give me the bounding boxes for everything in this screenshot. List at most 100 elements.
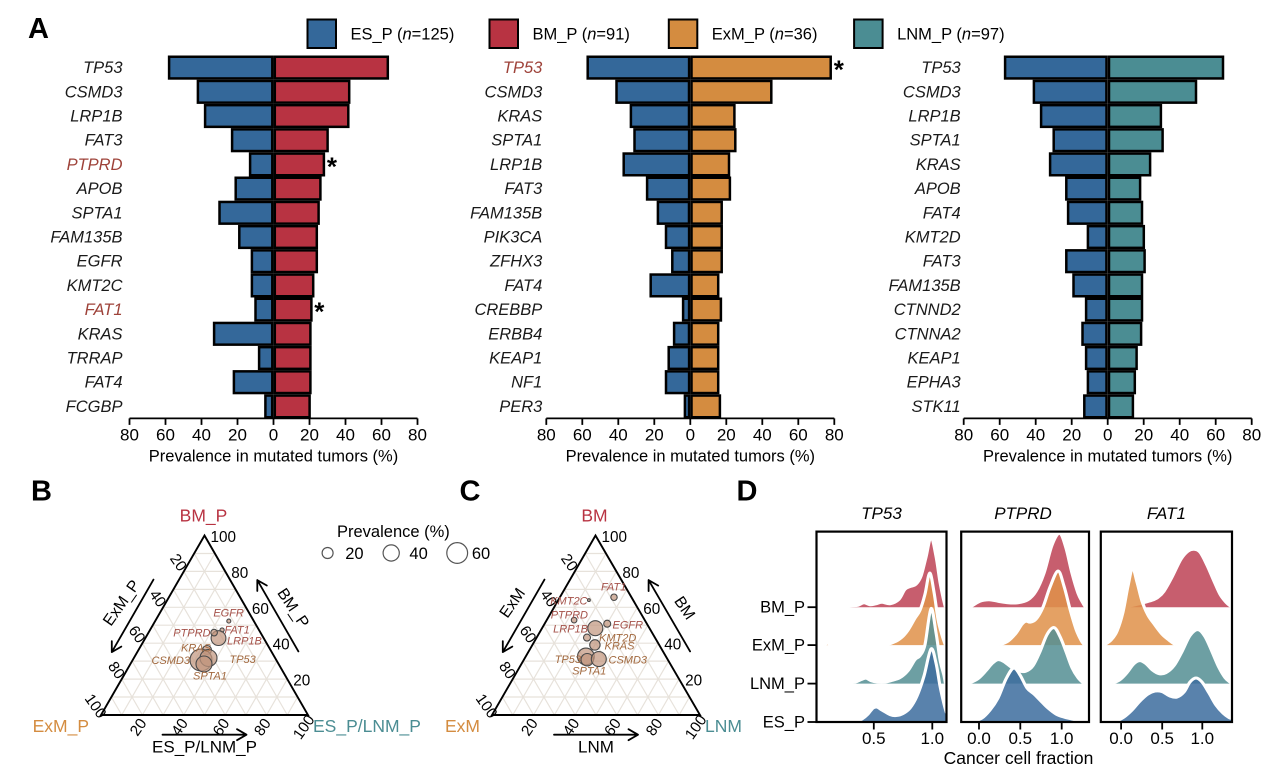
svg-text:80: 80 <box>495 659 519 683</box>
svg-text:20: 20 <box>645 425 664 444</box>
svg-text:60: 60 <box>210 716 234 740</box>
svg-text:FAT3: FAT3 <box>504 180 543 198</box>
svg-text:KRAS: KRAS <box>605 641 636 653</box>
svg-text:100: 100 <box>602 529 628 546</box>
svg-text:0: 0 <box>686 425 695 444</box>
svg-text:EGFR: EGFR <box>613 620 644 632</box>
svg-text:40: 40 <box>1026 425 1045 444</box>
svg-text:60: 60 <box>643 601 660 618</box>
svg-text:0: 0 <box>1103 425 1112 444</box>
svg-text:60: 60 <box>573 425 592 444</box>
svg-text:60: 60 <box>252 601 269 618</box>
svg-text:80: 80 <box>1242 425 1261 444</box>
svg-text:LRP1B: LRP1B <box>553 624 588 636</box>
svg-text:FCGBP: FCGBP <box>66 398 123 416</box>
svg-text:LRP1B: LRP1B <box>908 108 960 126</box>
svg-text:Cancer cell fraction: Cancer cell fraction <box>944 748 1094 768</box>
svg-text:20: 20 <box>717 425 736 444</box>
svg-text:CSMD3: CSMD3 <box>65 83 124 101</box>
svg-text:80: 80 <box>104 659 128 683</box>
svg-text:0.5: 0.5 <box>862 729 886 748</box>
svg-text:EPHA3: EPHA3 <box>907 374 962 392</box>
svg-text:D: D <box>737 476 758 508</box>
svg-text:20: 20 <box>166 551 190 575</box>
svg-text:0.0: 0.0 <box>1109 729 1133 748</box>
svg-text:Prevalence in mutated tumors (: Prevalence in mutated tumors (%) <box>566 447 815 465</box>
svg-text:BM_P: BM_P <box>760 599 805 617</box>
svg-text:PIK3CA: PIK3CA <box>484 229 543 247</box>
svg-text:1.0: 1.0 <box>1050 729 1074 748</box>
svg-text:NF1: NF1 <box>511 374 542 392</box>
svg-text:40: 40 <box>409 545 427 563</box>
svg-text:KMT2C: KMT2C <box>67 277 123 295</box>
svg-text:60: 60 <box>372 425 391 444</box>
svg-text:B: B <box>31 476 52 508</box>
svg-text:CSMD3: CSMD3 <box>609 655 648 667</box>
svg-text:60: 60 <box>516 623 540 647</box>
svg-text:40: 40 <box>609 425 628 444</box>
svg-text:TP53: TP53 <box>861 504 902 523</box>
svg-text:80: 80 <box>120 425 139 444</box>
svg-text:20: 20 <box>300 425 319 444</box>
svg-text:KRAS: KRAS <box>78 325 123 343</box>
svg-text:LNM: LNM <box>578 738 614 757</box>
svg-text:FAT3: FAT3 <box>923 253 962 271</box>
svg-text:20: 20 <box>293 673 310 690</box>
svg-text:*: * <box>327 151 338 181</box>
svg-text:60: 60 <box>472 545 490 563</box>
svg-text:20: 20 <box>685 673 702 690</box>
svg-text:KMT2C: KMT2C <box>550 596 587 608</box>
svg-text:FAT4: FAT4 <box>504 277 542 295</box>
svg-text:LRP1B: LRP1B <box>490 156 542 174</box>
svg-text:PTPRD: PTPRD <box>994 504 1052 523</box>
svg-text:40: 40 <box>273 637 290 654</box>
svg-text:KEAP1: KEAP1 <box>907 350 960 368</box>
svg-text:BM: BM <box>581 506 607 526</box>
svg-text:PTPRD: PTPRD <box>551 610 588 622</box>
svg-text:20: 20 <box>1134 425 1153 444</box>
svg-text:KMT2D: KMT2D <box>905 229 961 247</box>
svg-text:CSMD3: CSMD3 <box>903 83 962 101</box>
svg-text:BM_P: BM_P <box>180 506 228 527</box>
svg-text:60: 60 <box>125 623 149 647</box>
svg-text:LRP1B: LRP1B <box>70 108 122 126</box>
svg-text:20: 20 <box>557 551 581 575</box>
svg-text:FAT3: FAT3 <box>85 132 124 150</box>
svg-text:0.0: 0.0 <box>967 729 991 748</box>
svg-text:FAT1: FAT1 <box>601 582 626 594</box>
svg-text:40: 40 <box>560 716 584 740</box>
svg-text:KMT2D: KMT2D <box>599 633 636 645</box>
svg-text:TP53: TP53 <box>230 654 257 666</box>
svg-text:KEAP1: KEAP1 <box>489 350 542 368</box>
svg-text:80: 80 <box>643 716 667 740</box>
svg-text:40: 40 <box>664 637 681 654</box>
svg-text:APOB: APOB <box>914 180 961 198</box>
svg-text:1.0: 1.0 <box>920 729 944 748</box>
svg-text:*: * <box>314 297 325 327</box>
svg-text:KRAS: KRAS <box>497 108 542 126</box>
svg-text:FAT1: FAT1 <box>85 301 123 319</box>
svg-text:80: 80 <box>537 425 556 444</box>
svg-text:CREBBP: CREBBP <box>474 301 542 319</box>
svg-text:FAM135B: FAM135B <box>889 277 961 295</box>
svg-text:ExM_P: ExM_P <box>752 637 805 655</box>
svg-text:ES_P/LNM_P: ES_P/LNM_P <box>313 716 421 737</box>
svg-text:20: 20 <box>345 545 363 563</box>
svg-text:40: 40 <box>192 425 211 444</box>
svg-text:LNM_P (n=97): LNM_P (n=97) <box>897 26 1004 44</box>
svg-text:40: 40 <box>753 425 772 444</box>
svg-text:PTPRD: PTPRD <box>67 156 123 174</box>
svg-text:ExM: ExM <box>445 716 480 736</box>
svg-text:40: 40 <box>145 587 169 611</box>
svg-text:60: 60 <box>990 425 1009 444</box>
svg-text:FAM135B: FAM135B <box>470 204 542 222</box>
svg-text:EGFR: EGFR <box>77 253 123 271</box>
svg-text:TP53: TP53 <box>83 59 123 77</box>
svg-text:20: 20 <box>1062 425 1081 444</box>
svg-text:TP53: TP53 <box>503 59 543 77</box>
svg-text:KRAS: KRAS <box>916 156 961 174</box>
svg-text:CSMD3: CSMD3 <box>485 83 544 101</box>
svg-text:EGFR: EGFR <box>213 608 244 620</box>
svg-text:CTNNA2: CTNNA2 <box>895 325 961 343</box>
svg-text:20: 20 <box>228 425 247 444</box>
